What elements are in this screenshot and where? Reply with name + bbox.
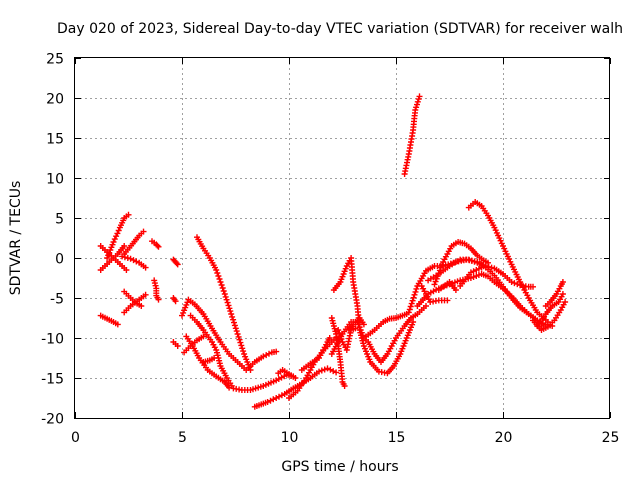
- data-track: [181, 333, 207, 356]
- data-point-markers: [363, 311, 410, 340]
- data-point-markers: [121, 288, 145, 309]
- data-track: [170, 256, 181, 268]
- data-track: [330, 255, 417, 377]
- data-track: [457, 264, 485, 289]
- data-point-markers: [330, 255, 417, 377]
- data-track: [104, 211, 132, 261]
- data-point-markers: [170, 295, 179, 305]
- x-tick-label: 20: [495, 430, 513, 446]
- data-points: [97, 93, 569, 410]
- data-track: [335, 325, 359, 353]
- data-track: [187, 312, 297, 393]
- x-tick-label: 15: [388, 430, 406, 446]
- data-track: [194, 234, 254, 373]
- y-tick-labels: -20 -15 -10 -5 0 5 10 15 20 25: [41, 52, 64, 428]
- data-point-markers: [104, 211, 132, 261]
- grid: [75, 58, 610, 418]
- data-track: [401, 93, 423, 177]
- y-tick-label: -15: [41, 372, 64, 388]
- data-point-markers: [457, 264, 485, 289]
- y-tick-label: 0: [55, 252, 64, 268]
- data-track: [119, 253, 149, 271]
- data-point-markers: [97, 243, 128, 273]
- x-tick-label: 10: [281, 430, 299, 446]
- data-point-markers: [335, 325, 359, 353]
- data-track: [179, 296, 280, 373]
- data-point-markers: [149, 238, 162, 250]
- data-track: [183, 333, 233, 391]
- data-point-markers: [170, 339, 181, 349]
- data-point-markers: [465, 199, 551, 325]
- y-tick-label: 15: [46, 132, 64, 148]
- data-track: [275, 367, 299, 381]
- y-tick-label: 5: [55, 212, 64, 228]
- data-track: [465, 199, 551, 325]
- data-point-markers: [183, 333, 233, 391]
- data-point-markers: [534, 291, 566, 329]
- data-point-markers: [435, 279, 459, 293]
- data-track: [414, 271, 547, 329]
- data-point-markers: [187, 312, 297, 393]
- data-point-markers: [328, 303, 429, 365]
- data-track: [170, 295, 179, 305]
- data-point-markers: [542, 279, 566, 309]
- data-point-markers: [97, 312, 121, 328]
- data-track: [149, 238, 162, 250]
- data-point-markers: [194, 234, 254, 373]
- data-point-markers: [179, 296, 280, 373]
- data-track: [435, 279, 459, 293]
- data-point-markers: [121, 228, 147, 257]
- data-track: [328, 315, 348, 389]
- data-track: [251, 365, 340, 410]
- x-tick-labels: 0 5 10 15 20 25: [71, 430, 619, 446]
- y-tick-label: 10: [46, 172, 64, 188]
- x-tick-label: 0: [71, 430, 80, 446]
- x-axis-label: GPS time / hours: [281, 459, 398, 475]
- data-point-markers: [328, 315, 348, 389]
- y-tick-label: -5: [50, 292, 64, 308]
- data-point-markers: [414, 271, 547, 329]
- data-point-markers: [431, 239, 491, 288]
- x-tick-label: 5: [178, 430, 187, 446]
- y-tick-label: 25: [46, 52, 64, 68]
- data-point-markers: [298, 335, 333, 373]
- data-track: [363, 311, 410, 340]
- data-track: [534, 291, 566, 329]
- data-point-markers: [151, 277, 162, 303]
- data-track: [170, 339, 181, 349]
- data-track: [121, 228, 147, 257]
- y-tick-label: -20: [41, 412, 64, 428]
- y-tick-label: -10: [41, 332, 64, 348]
- data-track: [298, 335, 333, 373]
- data-point-markers: [200, 355, 218, 365]
- x-tick-label: 25: [602, 430, 620, 446]
- data-point-markers: [181, 333, 207, 356]
- data-point-markers: [418, 283, 451, 305]
- data-track: [200, 355, 218, 365]
- data-track: [97, 243, 128, 273]
- data-track: [431, 239, 491, 288]
- y-tick-label: 20: [46, 92, 64, 108]
- data-track: [151, 277, 162, 303]
- data-track: [121, 288, 145, 309]
- data-point-markers: [275, 367, 299, 381]
- plot-frame: [74, 57, 610, 419]
- chart-title: Day 020 of 2023, Sidereal Day-to-day VTE…: [57, 21, 623, 37]
- y-axis-label: SDTVAR / TECUs: [8, 181, 24, 296]
- data-point-markers: [170, 256, 181, 268]
- data-point-markers: [119, 253, 149, 271]
- data-track: [418, 283, 451, 305]
- data-track: [97, 312, 121, 328]
- data-track: [328, 303, 429, 365]
- data-point-markers: [251, 365, 340, 410]
- data-track: [542, 279, 566, 309]
- data-point-markers: [401, 93, 423, 177]
